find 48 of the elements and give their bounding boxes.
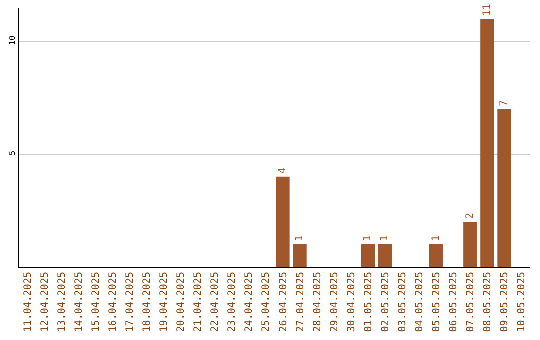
x-tick-label: 18.04.2025	[142, 272, 153, 332]
x-tick-label: 21.04.2025	[193, 272, 204, 332]
x-tick-label: 14.04.2025	[74, 272, 85, 332]
x-tick-label: 10.05.2025	[516, 272, 528, 332]
x-tick-label: 06.05.2025	[448, 272, 460, 332]
bar	[361, 244, 375, 267]
x-tick-label: 22.04.2025	[210, 272, 222, 332]
x-tick-label: 07.05.2025	[466, 272, 477, 332]
bar	[430, 244, 444, 267]
x-tick-label: 09.05.2025	[500, 272, 511, 332]
bar	[498, 109, 512, 267]
y-tick-label: 10	[8, 36, 17, 46]
y-tick-label: 5	[8, 150, 17, 156]
data-label: 1	[430, 235, 442, 242]
x-tick-label: 01.05.2025	[363, 272, 374, 332]
x-tick-label: 13.04.2025	[56, 272, 68, 332]
data-label: 2	[464, 212, 476, 219]
x-tick-label: 11.04.2025	[22, 272, 34, 332]
x-tick-label: 26.04.2025	[278, 272, 290, 332]
bar	[480, 19, 494, 267]
data-label: 1	[294, 235, 306, 242]
x-tick-label: 12.04.2025	[40, 272, 51, 332]
data-label: 1	[380, 235, 391, 242]
x-tick-label: 24.04.2025	[244, 272, 256, 332]
data-label: 7	[498, 100, 510, 106]
x-tick-label: 17.04.2025	[124, 272, 136, 332]
x-tick-label: 04.05.2025	[414, 272, 426, 332]
x-tick-label: 03.05.2025	[398, 272, 408, 332]
bar	[464, 222, 478, 267]
x-tick-label: 05.05.2025	[432, 272, 443, 332]
x-tick-label: 08.05.2025	[482, 272, 494, 332]
data-label: 11	[482, 4, 493, 16]
x-tick-label: 28.04.2025	[312, 272, 324, 332]
data-label: 4	[278, 168, 289, 174]
x-tick-label: 27.04.2025	[295, 272, 306, 332]
bar	[276, 176, 290, 267]
x-tick-label: 19.04.2025	[159, 272, 170, 332]
x-tick-label: 15.04.2025	[90, 272, 102, 332]
x-tick-label: 25.04.2025	[261, 272, 272, 332]
x-tick-label: 02.05.2025	[380, 272, 392, 332]
bar	[293, 244, 307, 267]
data-label: 1	[362, 235, 374, 242]
x-tick-label: 20.04.2025	[176, 272, 188, 332]
x-tick-label: 23.04.2025	[227, 272, 238, 332]
x-tick-label: 16.04.2025	[108, 272, 119, 332]
x-tick-label: 30.04.2025	[346, 272, 358, 332]
bar	[378, 244, 392, 267]
x-tick-label: 29.04.2025	[329, 272, 340, 332]
